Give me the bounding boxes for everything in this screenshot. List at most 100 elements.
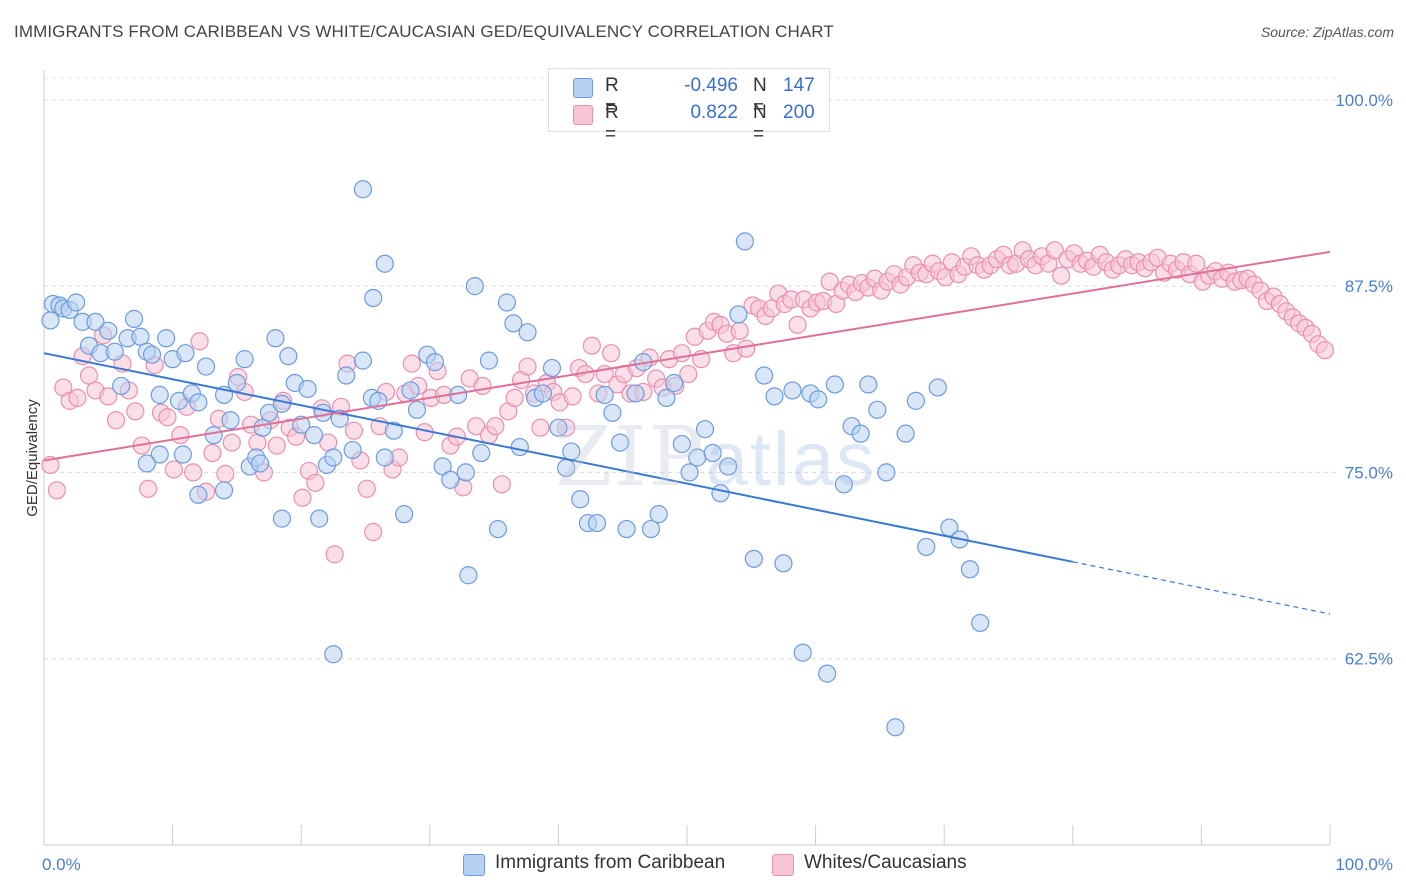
whites-point: [203, 443, 222, 463]
whites-point: [364, 522, 383, 542]
caribbean-point: [703, 443, 722, 463]
caribbean-point: [611, 433, 630, 452]
caribbean-point: [67, 293, 86, 312]
whites-point: [518, 357, 537, 376]
legend-n-value: 147: [783, 75, 815, 96]
caribbean-point: [189, 485, 208, 504]
whites-point: [222, 433, 241, 452]
caribbean-point: [272, 509, 292, 528]
whites-trend-line: [43, 250, 1331, 462]
whites-point: [126, 402, 145, 421]
x-tick-label-max: 100.0%: [1335, 855, 1393, 874]
whites-point: [184, 463, 203, 482]
caribbean-trend-extension: [1072, 561, 1331, 615]
caribbean-point: [401, 381, 420, 400]
whites-point: [1187, 254, 1206, 273]
whites-point: [68, 388, 87, 407]
caribbean-point: [221, 411, 240, 430]
caribbean-point: [886, 718, 905, 737]
y-tick-label: 100.0%: [1335, 91, 1393, 110]
caribbean-point: [649, 505, 668, 524]
caribbean-point: [587, 513, 607, 533]
whites-point: [171, 426, 190, 445]
caribbean-point: [571, 490, 590, 509]
caribbean-point: [176, 344, 195, 363]
caribbean-point: [142, 345, 162, 364]
caribbean-point: [542, 358, 562, 378]
whites-point: [505, 388, 524, 407]
caribbean-point: [549, 418, 568, 437]
bottom-legend-label: Immigrants from Caribbean: [495, 852, 726, 873]
caribbean-point: [353, 351, 373, 370]
whites-point: [672, 344, 691, 363]
caribbean-point: [497, 293, 517, 312]
caribbean-point: [266, 329, 285, 348]
legend-r-label: R =: [605, 102, 619, 145]
whites-point: [679, 364, 698, 384]
whites-point: [1045, 241, 1064, 260]
legend: R = -0.496 N = 147 R = 0.822 N = 200: [548, 68, 830, 145]
caribbean-trend-line: [43, 352, 1073, 563]
caribbean-point: [214, 481, 234, 500]
caribbean-point: [657, 388, 676, 407]
caribbean-point: [793, 643, 812, 662]
legend-swatch-blue: [573, 78, 593, 98]
whites-point: [99, 387, 118, 406]
caribbean-point: [729, 305, 748, 324]
caribbean-point: [479, 351, 499, 370]
caribbean-point: [364, 288, 383, 308]
trend-lines: [43, 250, 1331, 615]
caribbean-point: [971, 613, 990, 633]
caribbean-point: [324, 448, 343, 467]
legend-n-label: N =: [753, 102, 767, 145]
whites-point: [492, 475, 511, 494]
whites-point: [139, 479, 158, 498]
caribbean-point: [859, 375, 878, 394]
bottom-legend-label: Whites/Caucasians: [804, 852, 967, 873]
whites-point: [106, 411, 126, 430]
caribbean-point: [755, 366, 774, 385]
whites-point: [306, 473, 325, 492]
whites-point: [357, 479, 376, 498]
watermark-atlas: atlas: [705, 417, 877, 502]
caribbean-point: [86, 312, 105, 331]
caribbean-point: [851, 424, 870, 443]
bottom-legend-swatch-blue: [463, 854, 485, 876]
caribbean-point: [672, 434, 691, 454]
caribbean-point: [456, 463, 475, 482]
caribbean-point: [917, 537, 936, 557]
caribbean-point: [407, 400, 427, 419]
caribbean-point: [783, 381, 802, 400]
caribbean-point: [765, 387, 784, 406]
legend-r-label: R =: [605, 75, 619, 118]
caribbean-point: [441, 470, 460, 489]
whites-point: [602, 344, 621, 363]
caribbean-point: [298, 379, 317, 399]
legend-n-label: N =: [753, 75, 767, 118]
chart-title: IMMIGRANTS FROM CARIBBEAN VS WHITE/CAUCA…: [14, 22, 834, 41]
caribbean-point: [825, 375, 844, 394]
caribbean-point: [960, 560, 980, 579]
caribbean-point: [735, 232, 754, 251]
y-tick-label: 87.5%: [1345, 277, 1393, 296]
caribbean-point: [124, 309, 144, 328]
caribbean-point: [504, 314, 523, 333]
caribbean-point: [465, 277, 484, 296]
legend-r-value: -0.496: [684, 75, 738, 96]
caribbean-point: [868, 400, 887, 419]
whites-point: [344, 421, 364, 440]
whites-point: [788, 315, 807, 334]
whites-point: [730, 321, 749, 340]
caribbean-point: [744, 549, 763, 568]
caribbean-point: [150, 385, 169, 405]
caribbean-point: [41, 311, 60, 330]
caribbean-point: [626, 384, 645, 403]
whites-point: [216, 464, 235, 483]
legend-n-value: 200: [783, 102, 815, 123]
caribbean-point: [250, 454, 270, 473]
whites-point: [563, 387, 582, 406]
whites-point: [486, 417, 505, 436]
caribbean-point: [488, 519, 508, 539]
caribbean-point: [272, 394, 292, 413]
